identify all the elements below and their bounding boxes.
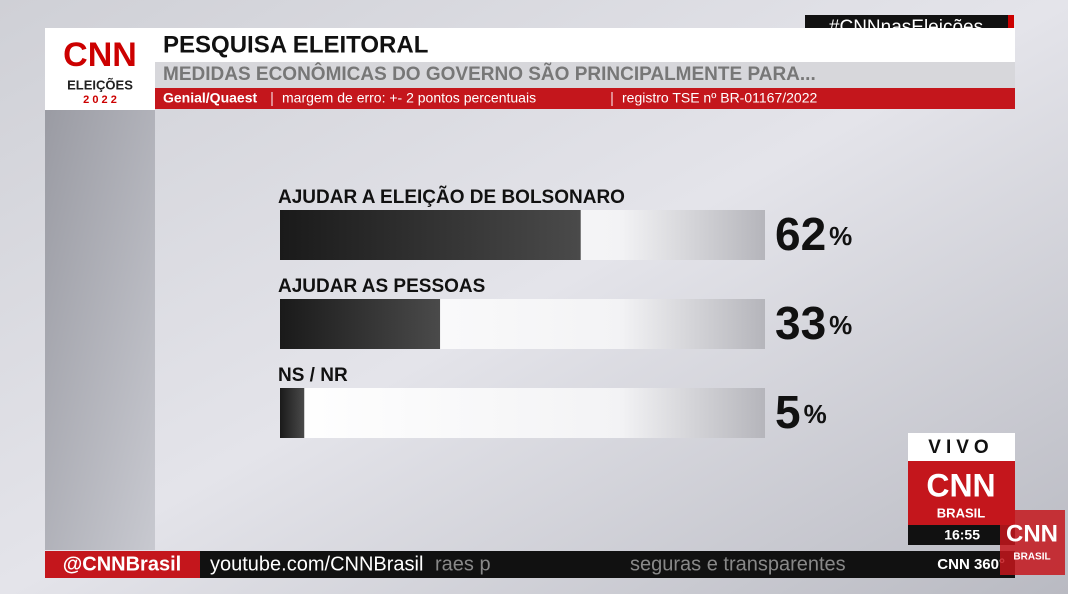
- title: PESQUISA ELEITORAL: [163, 31, 428, 58]
- ticker: [200, 551, 1015, 578]
- bar-track: [280, 388, 765, 438]
- live-logo: CNN: [926, 467, 995, 503]
- note: margem de erro: +- 2 pontos percentuais: [282, 90, 536, 106]
- ticker-url: youtube.com/CNNBrasil: [210, 553, 423, 575]
- value-label: 62%: [775, 208, 852, 260]
- value-number: 62: [775, 208, 826, 260]
- corner-logo-sub: BRASIL: [1013, 552, 1050, 563]
- value-unit: %: [829, 221, 852, 251]
- hashtag-accent: [1008, 15, 1014, 40]
- ticker-scroll: raes p: [435, 553, 491, 575]
- logo-sub: ELEIÇÕES: [67, 77, 133, 92]
- category-label: NS / NR: [278, 365, 348, 386]
- corner-logo: CNN: [1006, 520, 1058, 547]
- source: Genial/Quaest: [163, 90, 257, 106]
- value-number: 33: [775, 297, 826, 349]
- value-label: 33%: [775, 297, 852, 349]
- title-bar: [155, 28, 1015, 62]
- value-label: 5%: [775, 386, 827, 438]
- corner-logo-box: [1000, 510, 1065, 575]
- logo-box: [45, 28, 155, 110]
- value-unit: %: [829, 310, 852, 340]
- photo-panel: [45, 110, 155, 550]
- subtitle: MEDIDAS ECONÔMICAS DO GOVERNO SÃO PRINCI…: [163, 63, 816, 85]
- bar: [280, 388, 305, 438]
- note: registro TSE nº BR-01167/2022: [622, 90, 817, 106]
- ticker-handle: @CNNBrasil: [63, 553, 181, 575]
- ticker-scroll: seguras e transparentes: [630, 553, 846, 575]
- bar: [280, 210, 581, 260]
- clock: 16:55: [944, 527, 980, 543]
- logo-year: 2 0 2 2: [83, 94, 117, 106]
- value-unit: %: [804, 399, 827, 429]
- live-box: [908, 433, 1015, 461]
- bars: AJUDAR A ELEIÇÃO DE BOLSONARO 62 % AJUDAR A…: [278, 186, 852, 438]
- ticker-handle-box: [45, 551, 200, 578]
- subtitle-bar: [155, 62, 1015, 88]
- source-bar: [155, 88, 1015, 109]
- live-logo-sub: BRASIL: [937, 505, 985, 520]
- live-label: VIVO: [928, 437, 993, 458]
- program: CNN 360°: [937, 556, 1005, 573]
- category-label: AJUDAR AS PESSOAS: [278, 276, 485, 297]
- logo: CNN: [63, 36, 137, 74]
- category-label: AJUDAR A ELEIÇÃO DE BOLSONARO: [278, 186, 625, 208]
- clock-box: [908, 525, 1015, 545]
- live-logo-box: [908, 461, 1015, 525]
- value-number: 5: [775, 386, 801, 438]
- bar: [280, 299, 441, 349]
